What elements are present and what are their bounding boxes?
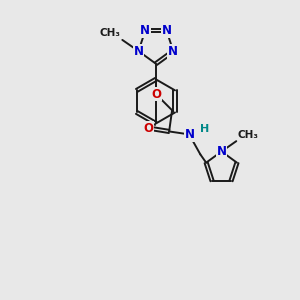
Text: CH₃: CH₃	[238, 130, 259, 140]
Text: O: O	[143, 122, 154, 135]
Text: H: H	[200, 124, 210, 134]
Text: CH₃: CH₃	[100, 28, 121, 38]
Text: N: N	[217, 145, 226, 158]
Text: N: N	[168, 45, 178, 58]
Text: O: O	[151, 88, 161, 100]
Text: N: N	[140, 24, 150, 37]
Text: N: N	[185, 128, 195, 141]
Text: N: N	[162, 24, 172, 37]
Text: N: N	[134, 45, 143, 58]
